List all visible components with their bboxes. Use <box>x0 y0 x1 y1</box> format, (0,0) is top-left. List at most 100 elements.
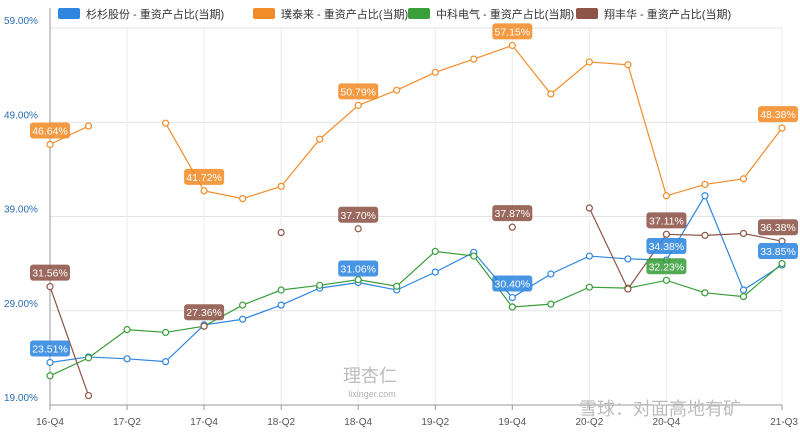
data-point[interactable] <box>547 300 555 308</box>
data-point[interactable] <box>701 192 709 200</box>
data-point[interactable] <box>431 68 439 76</box>
data-point[interactable] <box>431 268 439 276</box>
data-point[interactable] <box>739 286 748 294</box>
data-point[interactable] <box>585 204 593 212</box>
data-label-box <box>338 260 379 277</box>
series-group <box>46 41 786 203</box>
watermarks: 理杏仁 lixinger.com 雪球：对面高地有矿 <box>343 366 741 419</box>
data-point[interactable] <box>739 175 748 183</box>
data-point[interactable] <box>239 301 247 309</box>
legend-label: 翔丰华 - 重资产占比(当期) <box>604 7 731 21</box>
data-point[interactable] <box>393 86 401 94</box>
data-point[interactable] <box>508 41 516 50</box>
data-point[interactable] <box>701 231 709 239</box>
x-tick-label: 18-Q2 <box>267 417 295 428</box>
legend-item[interactable]: 璞泰来 - 重资产占比(当期) <box>253 7 408 21</box>
legend-label: 杉杉股份 - 重资产占比(当期) <box>86 7 224 21</box>
data-point[interactable] <box>161 328 170 337</box>
legend-item[interactable]: 翔丰华 - 重资产占比(当期) <box>576 7 731 21</box>
data-label-text: 32.23% <box>649 261 685 273</box>
data-point[interactable] <box>84 122 93 130</box>
data-label: 37.11% <box>646 212 687 229</box>
data-point[interactable] <box>277 182 285 190</box>
data-point[interactable] <box>393 282 401 290</box>
data-point[interactable] <box>161 358 170 366</box>
x-tick-label: 19-Q2 <box>421 417 449 428</box>
data-label-box <box>758 243 798 260</box>
data-point[interactable] <box>354 225 362 233</box>
data-label-text: 50.79% <box>340 86 376 98</box>
data-point[interactable] <box>431 247 439 255</box>
data-label-box <box>646 238 687 255</box>
data-label: 37.70% <box>338 206 379 223</box>
data-point[interactable] <box>624 61 632 69</box>
data-label-box <box>30 264 70 281</box>
legend-label: 中科电气 - 重资产占比(当期) <box>436 7 574 21</box>
data-point[interactable] <box>701 180 709 189</box>
data-point[interactable] <box>161 119 170 127</box>
data-point[interactable] <box>123 326 131 334</box>
data-point[interactable] <box>316 281 324 289</box>
data-label-text: 30.40% <box>495 279 531 291</box>
data-point[interactable] <box>277 286 285 294</box>
data-point[interactable] <box>624 255 632 263</box>
data-point[interactable] <box>46 372 54 380</box>
legend-swatch <box>58 8 80 19</box>
data-point[interactable] <box>662 230 671 238</box>
data-point[interactable] <box>624 285 632 293</box>
data-point[interactable] <box>701 289 709 297</box>
data-label-box <box>30 340 70 357</box>
data-point[interactable] <box>739 293 748 301</box>
legend-item[interactable]: 杉杉股份 - 重资产占比(当期) <box>58 7 224 21</box>
data-label: 27.36% <box>184 304 225 321</box>
data-label-box <box>184 304 225 321</box>
data-point[interactable] <box>316 135 324 143</box>
data-label: 31.06% <box>338 260 379 277</box>
site-url-watermark: lixinger.com <box>348 389 396 399</box>
data-point[interactable] <box>354 101 362 109</box>
data-label: 41.72% <box>184 168 225 185</box>
data-point[interactable] <box>739 229 748 238</box>
data-point[interactable] <box>585 58 593 66</box>
data-point[interactable] <box>547 270 555 278</box>
legend-item[interactable]: 中科电气 - 重资产占比(当期) <box>408 7 574 21</box>
data-point[interactable] <box>84 354 93 362</box>
data-point[interactable] <box>84 391 93 400</box>
data-label: 37.87% <box>492 205 533 222</box>
data-label: 50.79% <box>338 83 379 100</box>
data-point[interactable] <box>46 140 54 149</box>
data-label-text: 57.15% <box>495 26 531 38</box>
data-point[interactable] <box>508 223 516 231</box>
data-point[interactable] <box>277 228 285 237</box>
data-point[interactable] <box>508 293 516 302</box>
data-point[interactable] <box>354 276 362 284</box>
data-point[interactable] <box>46 283 54 291</box>
data-point[interactable] <box>778 124 786 132</box>
x-tick-label: 16-Q4 <box>36 417 64 428</box>
data-point[interactable] <box>778 260 786 268</box>
axes: 19.00% 29.00% 39.00% 49.00% 59.00% 16-Q4 17-Q2… <box>4 8 798 428</box>
legend[interactable]: 杉杉股份 - 重资产占比(当期) 璞泰来 - 重资产占比(当期) 中科电气 - 重资… <box>58 7 731 21</box>
data-point[interactable] <box>470 55 478 63</box>
data-point[interactable] <box>239 194 247 203</box>
data-point[interactable] <box>200 187 208 195</box>
x-tick-label: 20-Q2 <box>575 417 603 428</box>
x-tick-label: 20-Q4 <box>653 417 681 428</box>
x-tick-label: 18-Q4 <box>344 417 372 428</box>
data-point[interactable] <box>585 252 593 260</box>
data-label-box <box>758 219 798 236</box>
data-label-text: 41.72% <box>186 172 222 184</box>
data-point[interactable] <box>662 276 671 284</box>
data-point[interactable] <box>239 315 247 323</box>
data-point[interactable] <box>123 355 131 363</box>
data-point[interactable] <box>547 90 555 98</box>
data-point[interactable] <box>46 358 54 367</box>
data-point[interactable] <box>470 252 478 260</box>
data-label: 57.15% <box>492 23 533 40</box>
data-point[interactable] <box>200 322 208 330</box>
data-point[interactable] <box>277 301 285 309</box>
data-point[interactable] <box>585 283 593 291</box>
data-point[interactable] <box>508 303 516 311</box>
data-point[interactable] <box>662 192 671 200</box>
